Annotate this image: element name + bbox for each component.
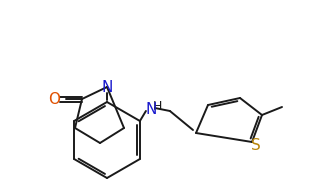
Text: O: O — [48, 92, 60, 106]
Text: S: S — [251, 139, 261, 153]
Text: H: H — [153, 99, 162, 112]
Text: N: N — [101, 80, 113, 95]
Text: N: N — [145, 102, 157, 117]
